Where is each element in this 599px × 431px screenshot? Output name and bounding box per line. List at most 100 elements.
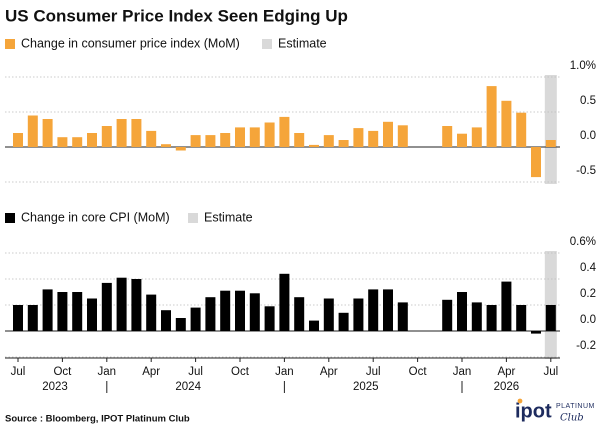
bar — [397, 125, 408, 147]
bar — [220, 290, 231, 331]
estimate-band — [544, 75, 557, 184]
bar — [338, 140, 349, 147]
bar — [516, 305, 527, 331]
x-tick-label: Jan — [275, 366, 294, 378]
y-tick-label: 0.6% — [570, 236, 596, 248]
bar — [116, 119, 127, 147]
x-group-label: 2026 — [494, 381, 520, 393]
bar — [27, 115, 38, 147]
bar — [146, 294, 157, 331]
bar — [57, 137, 68, 147]
bar — [531, 331, 541, 334]
bar — [27, 305, 38, 331]
bar — [353, 298, 364, 331]
bar — [190, 135, 201, 147]
x-tick-label: Jul — [188, 366, 203, 378]
bar — [72, 292, 83, 331]
bar — [235, 290, 245, 331]
bar — [309, 144, 319, 147]
bar — [72, 137, 83, 147]
y-tick-label: 0.5 — [580, 95, 596, 107]
bar — [323, 135, 334, 147]
x-tick-label: Oct — [53, 366, 72, 378]
legend-swatch — [188, 213, 198, 223]
y-tick-label: 0.0 — [580, 130, 596, 142]
bar — [545, 140, 556, 147]
bar — [368, 130, 379, 147]
bar — [442, 299, 453, 331]
bar — [338, 312, 349, 331]
bar — [13, 133, 23, 147]
x-tick-label: Oct — [231, 366, 250, 378]
bar — [368, 289, 379, 331]
bar — [294, 133, 305, 147]
logo-tag: PLATINUM — [556, 403, 595, 410]
bar — [249, 293, 260, 331]
bar — [516, 112, 527, 147]
bar — [501, 100, 512, 147]
bar — [249, 127, 260, 147]
bar — [101, 282, 112, 331]
bar — [175, 318, 186, 331]
bar — [457, 292, 467, 331]
bar — [205, 297, 216, 331]
legend-swatch — [262, 39, 272, 49]
bar — [486, 305, 497, 331]
bar — [294, 297, 305, 331]
y-tick-label: -0.5 — [576, 165, 596, 177]
x-tick-label: Jan — [98, 366, 117, 378]
logo-dot — [517, 398, 523, 404]
bar — [57, 292, 68, 331]
bar — [471, 302, 482, 331]
x-group-label: 2025 — [353, 381, 379, 393]
x-tick-label: Jan — [453, 366, 472, 378]
bar — [264, 306, 275, 331]
bar — [161, 144, 171, 147]
logo: ipot PLATINUM Club — [515, 398, 595, 424]
bar — [175, 147, 186, 151]
legend-label: Change in core CPI (MoM) — [21, 210, 170, 224]
legend-label: Estimate — [278, 36, 327, 50]
y-tick-label: 1.0% — [570, 60, 596, 72]
bar — [383, 289, 393, 331]
bar — [146, 130, 157, 147]
bar — [353, 128, 364, 147]
bar — [235, 127, 245, 147]
x-tick-label: Jul — [11, 366, 26, 378]
bar — [457, 133, 467, 147]
bar — [13, 305, 23, 331]
x-group-label: 2023 — [42, 381, 68, 393]
legend-swatch — [5, 39, 15, 49]
bar — [279, 273, 290, 331]
bar — [116, 277, 127, 331]
bar — [190, 307, 201, 331]
bar — [220, 133, 231, 147]
bar — [383, 121, 393, 147]
y-tick-label: 0.2 — [580, 288, 596, 300]
logo-script: Club — [560, 413, 584, 424]
x-tick-label: Apr — [320, 366, 338, 378]
legend-label: Estimate — [204, 210, 253, 224]
bar — [397, 302, 408, 331]
bar — [264, 122, 275, 147]
bar — [205, 135, 216, 147]
bar — [131, 119, 142, 147]
x-tick-label: Oct — [409, 366, 428, 378]
bar — [101, 126, 112, 147]
bar — [42, 119, 53, 147]
source: Source : Bloomberg, IPOT Platinum Club — [5, 414, 190, 425]
bar — [531, 147, 541, 178]
bar — [323, 298, 334, 331]
y-tick-label: 0.0 — [580, 314, 596, 326]
logo-name: ipot — [515, 400, 552, 422]
bar — [486, 86, 497, 147]
bar — [501, 281, 512, 331]
chart-title: US Consumer Price Index Seen Edging Up — [5, 6, 348, 25]
bar — [87, 133, 97, 147]
bar — [279, 116, 290, 147]
y-tick-label: -0.2 — [576, 340, 596, 352]
bar — [471, 127, 482, 147]
x-tick-label: Apr — [497, 366, 515, 378]
bar — [87, 298, 97, 331]
